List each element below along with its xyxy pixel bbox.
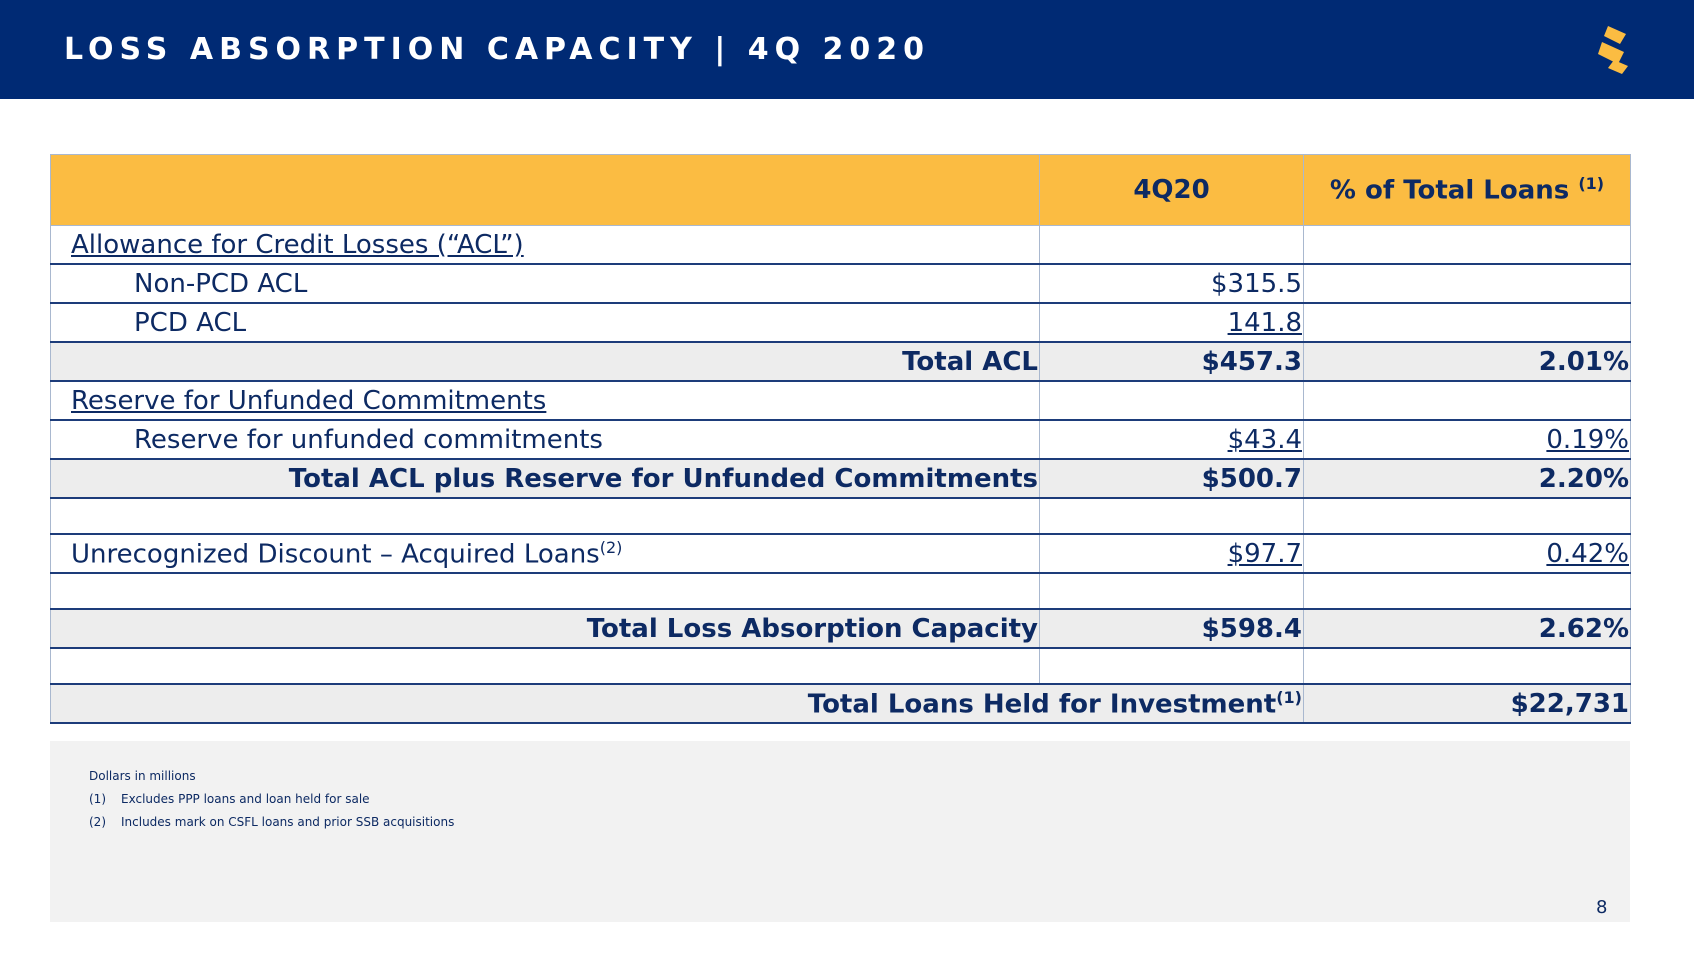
acl-section-header: Allowance for Credit Losses (“ACL”) <box>50 225 1040 265</box>
table-row: Reserve for Unfunded Commitments <box>50 381 1631 421</box>
total-loss-label: Total Loss Absorption Capacity <box>50 609 1040 649</box>
table-row: Total ACL plus Reserve for Unfunded Comm… <box>50 459 1631 499</box>
table-header-row: 4Q20 % of Total Loans (1) <box>50 154 1631 226</box>
non-pcd-acl-label: Non-PCD ACL <box>50 264 1040 304</box>
total-loss-pct: 2.62% <box>1303 609 1631 649</box>
units-note: Dollars in millions <box>89 769 196 783</box>
table-row <box>50 648 1631 685</box>
total-loss-value: $598.4 <box>1039 609 1304 649</box>
header-bar: LOSS ABSORPTION CAPACITY | 4Q 2020 <box>0 0 1694 99</box>
total-loans-label: Total Loans Held for Investment(1) <box>50 684 1304 724</box>
total-acl-pct: 2.01% <box>1303 342 1631 382</box>
pcd-acl-value: 141.8 <box>1039 303 1304 343</box>
total-plus-reserve-pct: 2.20% <box>1303 459 1631 499</box>
reserve-label: Reserve for unfunded commitments <box>50 420 1040 460</box>
total-acl-value: $457.3 <box>1039 342 1304 382</box>
reserve-pct: 0.19% <box>1303 420 1631 460</box>
footnote-2: (2) Includes mark on CSFL loans and prior… <box>89 815 455 829</box>
table-row: Unrecognized Discount – Acquired Loans(2… <box>50 534 1631 574</box>
discount-pct: 0.42% <box>1303 534 1631 574</box>
table-row <box>50 573 1631 610</box>
reserve-value: $43.4 <box>1039 420 1304 460</box>
total-acl-label: Total ACL <box>50 342 1040 382</box>
table-row: PCD ACL 141.8 <box>50 303 1631 343</box>
page-number: 8 <box>1596 897 1608 918</box>
table-row: Total Loans Held for Investment(1) $22,7… <box>50 684 1631 724</box>
non-pcd-acl-value: $315.5 <box>1039 264 1304 304</box>
header-pct-total-loans: % of Total Loans (1) <box>1303 154 1631 226</box>
table-row: Non-PCD ACL $315.5 <box>50 264 1631 304</box>
discount-value: $97.7 <box>1039 534 1304 574</box>
footnotes-panel: Dollars in millions (1) Excludes PPP loan… <box>50 741 1630 922</box>
table-row <box>50 498 1631 535</box>
table-row: Total Loss Absorption Capacity $598.4 2.… <box>50 609 1631 649</box>
stylized-s-logo-icon <box>1598 26 1628 74</box>
header-4q20: 4Q20 <box>1039 154 1304 226</box>
reserve-section-header: Reserve for Unfunded Commitments <box>50 381 1040 421</box>
footnote-1: (1) Excludes PPP loans and loan held for … <box>89 792 370 806</box>
total-plus-reserve-label: Total ACL plus Reserve for Unfunded Comm… <box>50 459 1040 499</box>
table-row: Reserve for unfunded commitments $43.4 0… <box>50 420 1631 460</box>
table-row: Allowance for Credit Losses (“ACL”) <box>50 225 1631 265</box>
total-plus-reserve-value: $500.7 <box>1039 459 1304 499</box>
table-row: Total ACL $457.3 2.01% <box>50 342 1631 382</box>
pcd-acl-label: PCD ACL <box>50 303 1040 343</box>
header-label-column <box>50 154 1040 226</box>
total-loans-value: $22,731 <box>1303 684 1631 724</box>
page-title: LOSS ABSORPTION CAPACITY | 4Q 2020 <box>64 32 931 67</box>
discount-label: Unrecognized Discount – Acquired Loans(2… <box>50 534 1040 574</box>
loss-absorption-table: 4Q20 % of Total Loans (1) Allowance for … <box>50 154 1631 724</box>
